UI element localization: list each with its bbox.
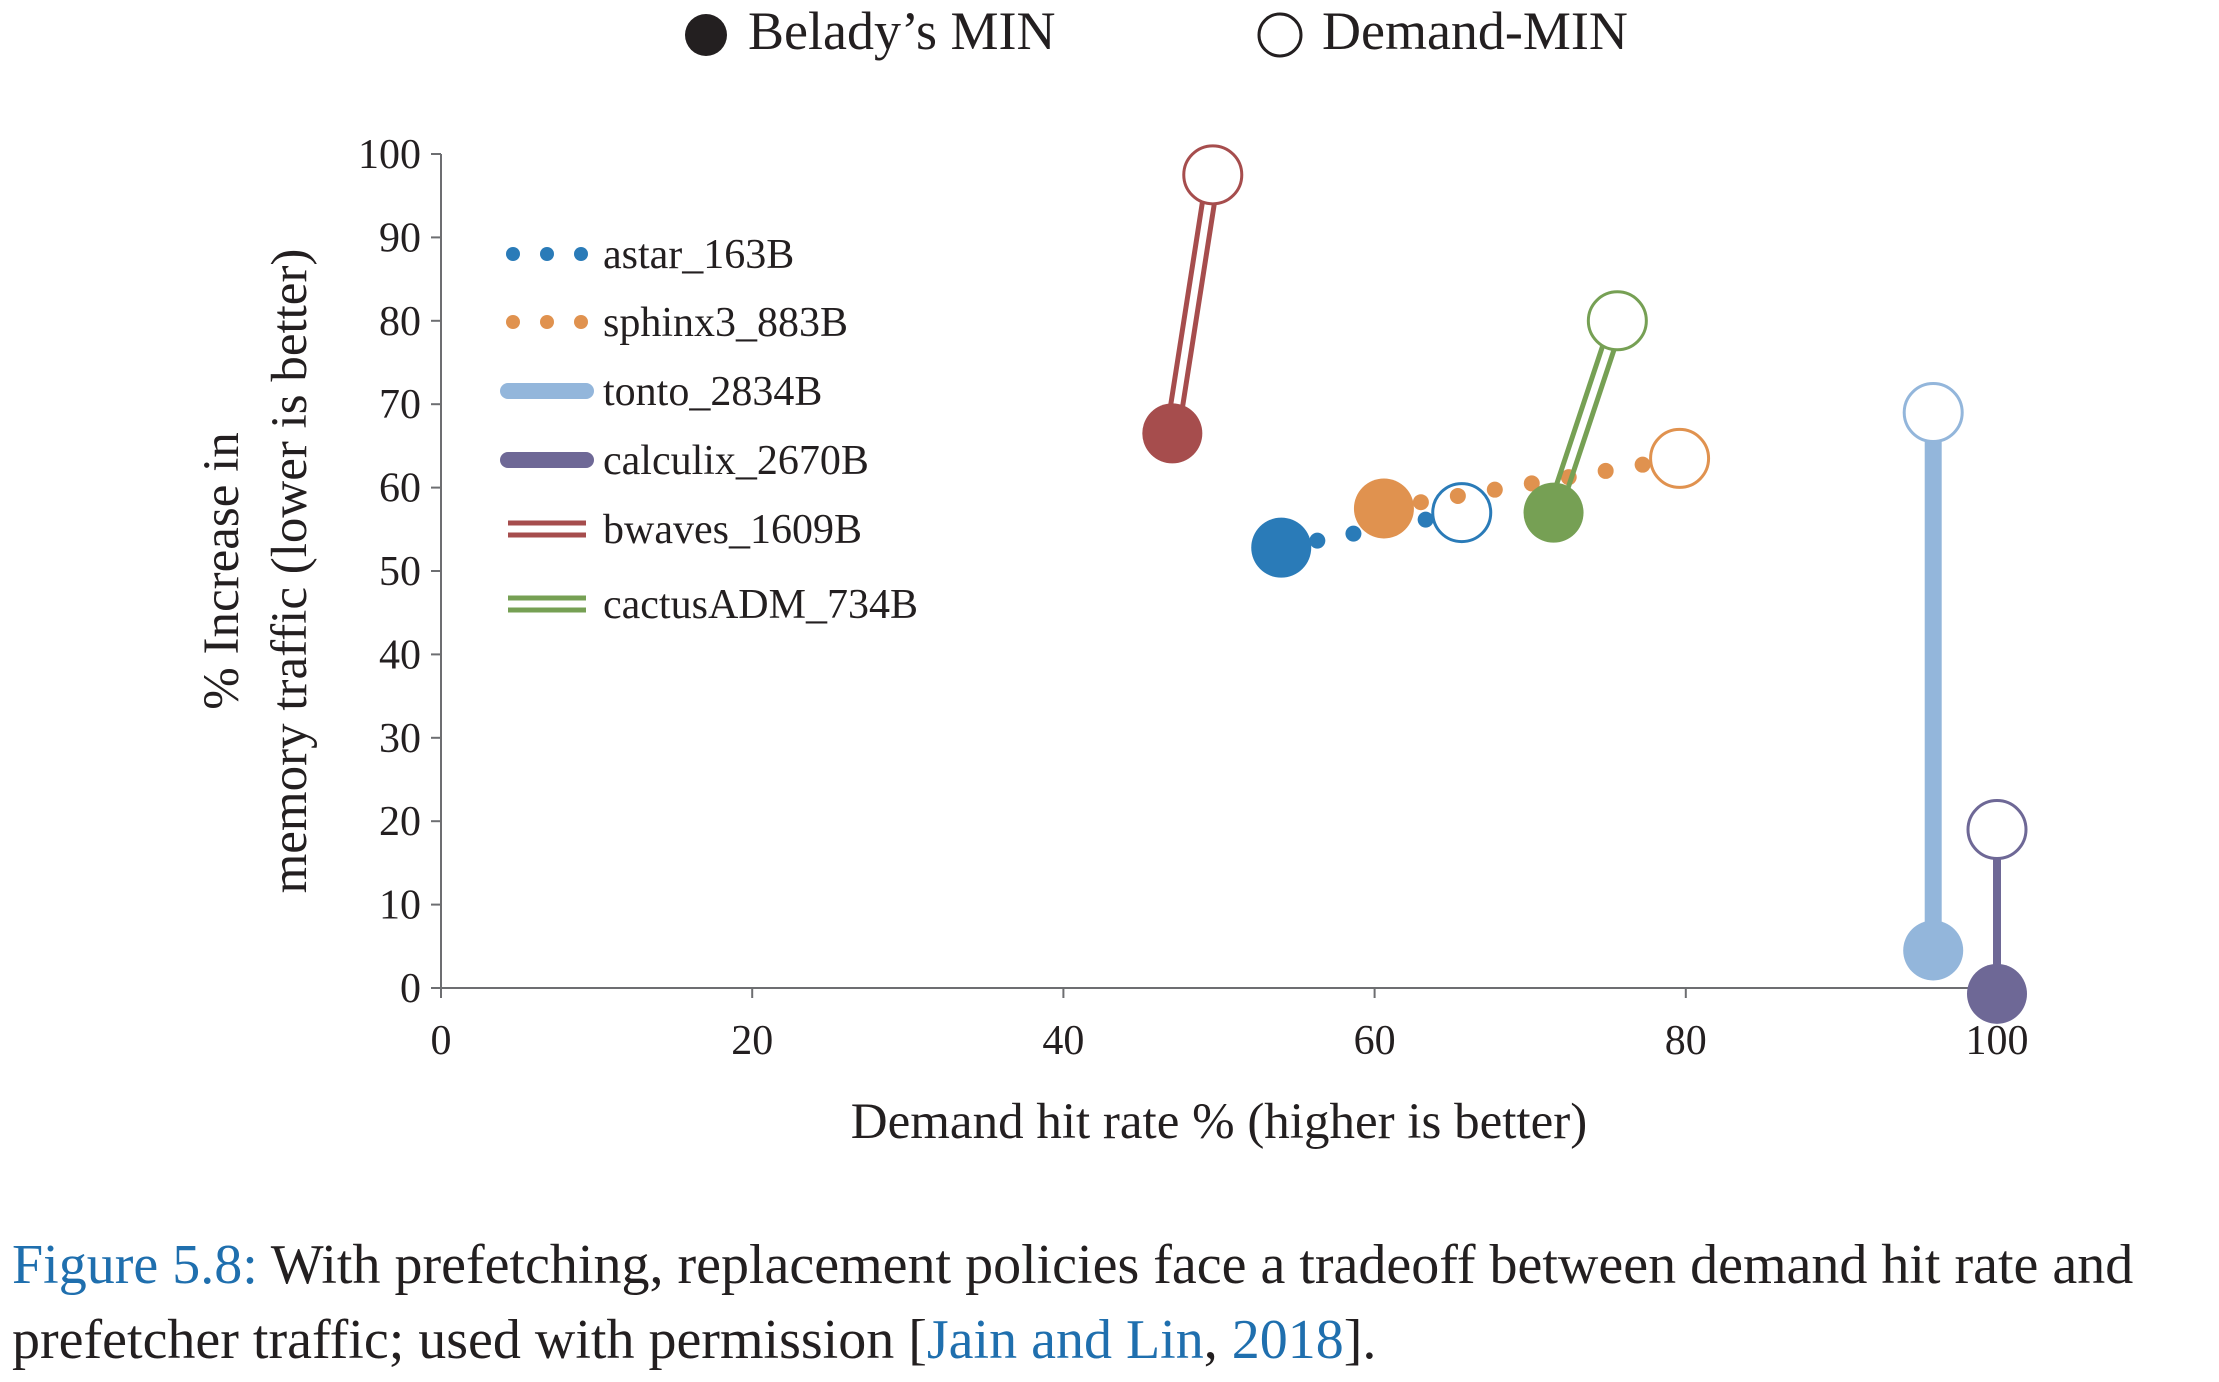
citation-year-link[interactable]: 2018 bbox=[1231, 1309, 1344, 1371]
connector-astar_163B-dot bbox=[1345, 525, 1362, 542]
series-cactusADM_734B bbox=[1523, 290, 1648, 543]
legend-swatch-dot bbox=[506, 247, 520, 261]
connector-astar_163B-dot bbox=[1309, 532, 1326, 549]
y-tick-label: 100 bbox=[358, 132, 421, 178]
demand-min-point-calculix_2670B bbox=[1966, 799, 2028, 861]
connector-cactusADM_734B-line-a bbox=[1556, 321, 1626, 516]
legend-swatch-dot bbox=[574, 247, 588, 261]
marker-legend-filled-circle bbox=[685, 14, 727, 56]
demand-min-point-bwaves_1609B bbox=[1182, 144, 1244, 206]
caption-citation-separator: , bbox=[1203, 1309, 1232, 1371]
x-tick-label: 40 bbox=[1042, 1018, 1084, 1064]
y-tick-label: 80 bbox=[379, 299, 421, 345]
legend-label-bwaves_1609B: bwaves_1609B bbox=[603, 507, 862, 553]
y-axis-label-line-2: memory traffic (lower is better) bbox=[262, 249, 318, 894]
citation-author-link[interactable]: Jain and Lin bbox=[926, 1309, 1204, 1371]
marker-legend-open-circle bbox=[1257, 12, 1303, 58]
connector-sphinx3_883B-dot bbox=[1597, 462, 1614, 479]
scatter-chart: Belady’s MIN Demand-MIN 0 20 40 60 80 100 Dem… bbox=[194, 1, 2029, 1150]
legend-swatch-dot bbox=[574, 315, 588, 329]
legend-swatch-dot bbox=[540, 247, 554, 261]
series-tonto_2834B bbox=[1902, 382, 1964, 981]
y-tick-label: 60 bbox=[379, 466, 421, 512]
y-tick-label: 70 bbox=[379, 382, 421, 428]
y-tick-label: 30 bbox=[379, 716, 421, 762]
caption-text-1: With prefetching, replacement policies f… bbox=[257, 1234, 2134, 1296]
demand-min-point-sphinx3_883B bbox=[1649, 427, 1711, 489]
connector-sphinx3_883B-dot bbox=[1449, 487, 1466, 504]
belady-min-point-tonto_2834B bbox=[1903, 920, 1964, 981]
x-tick-label: 80 bbox=[1665, 1018, 1707, 1064]
legend-label-cactusADM_734B: cactusADM_734B bbox=[603, 582, 918, 628]
x-tick-label: 60 bbox=[1354, 1018, 1396, 1064]
demand-min-point-cactusADM_734B bbox=[1586, 290, 1648, 352]
belady-min-point-bwaves_1609B bbox=[1142, 403, 1203, 464]
belady-min-point-cactusADM_734B bbox=[1523, 482, 1584, 543]
x-axis-label: Demand hit rate % (higher is better) bbox=[851, 1094, 1587, 1150]
y-tick-label: 20 bbox=[379, 799, 421, 845]
figure-caption: Figure 5.8: With prefetching, replacemen… bbox=[12, 1228, 2212, 1378]
legend-swatch-dot bbox=[540, 315, 554, 329]
legend-label-astar_163B: astar_163B bbox=[603, 232, 794, 278]
belady-min-point-sphinx3_883B bbox=[1353, 478, 1414, 539]
y-tick-label: 10 bbox=[379, 883, 421, 929]
marker-legend-label-belady: Belady’s MIN bbox=[748, 1, 1055, 61]
series-sphinx3_883B bbox=[1353, 427, 1711, 539]
connector-bwaves_1609B-line-b bbox=[1163, 173, 1210, 433]
data-marks bbox=[1142, 144, 2028, 1024]
connector-sphinx3_883B-dot bbox=[1412, 494, 1429, 511]
legend-swatch-dot bbox=[506, 315, 520, 329]
belady-min-point-calculix_2670B bbox=[1967, 963, 2027, 1024]
series-calculix_2670B bbox=[1966, 799, 2028, 1024]
demand-min-point-astar_163B bbox=[1431, 482, 1493, 544]
y-tick-label: 50 bbox=[379, 549, 421, 595]
connector-sphinx3_883B-dot bbox=[1634, 456, 1651, 473]
x-axis: 0 20 40 60 80 100 Demand hit rate % (higher i… bbox=[431, 987, 2029, 1150]
connector-astar_163B-dot bbox=[1417, 511, 1434, 528]
x-tick-label: 0 bbox=[431, 1018, 452, 1064]
connector-sphinx3_883B-dot bbox=[1486, 481, 1503, 498]
y-axis: 0 10 20 30 40 50 60 70 80 90 100 % Increase in mem… bbox=[194, 132, 442, 1012]
caption-text-2: prefetcher traffic; used with permission… bbox=[12, 1309, 927, 1371]
caption-text-3: ]. bbox=[1343, 1309, 1377, 1371]
x-tick-label: 20 bbox=[731, 1018, 773, 1064]
y-tick-label: 0 bbox=[400, 966, 421, 1012]
x-tick-label: 100 bbox=[1966, 1018, 2029, 1064]
legend-label-tonto_2834B: tonto_2834B bbox=[603, 369, 822, 415]
demand-min-point-tonto_2834B bbox=[1902, 382, 1964, 444]
series-bwaves_1609B bbox=[1142, 144, 1244, 464]
connector-cactusADM_734B-line-b bbox=[1545, 318, 1615, 512]
series-legend: astar_163B sphinx3_883B tonto_2834Bcalculi… bbox=[500, 232, 918, 628]
y-axis-label-line-1: % Increase in bbox=[194, 432, 250, 710]
y-tick-label: 90 bbox=[379, 215, 421, 261]
y-tick-label: 40 bbox=[379, 632, 421, 678]
caption-label: Figure 5.8: bbox=[12, 1234, 258, 1296]
legend-label-calculix_2670B: calculix_2670B bbox=[603, 438, 869, 484]
marker-legend: Belady’s MIN Demand-MIN bbox=[685, 1, 1628, 61]
marker-legend-label-demand-min: Demand-MIN bbox=[1322, 1, 1628, 61]
connector-bwaves_1609B-line-a bbox=[1175, 175, 1222, 435]
legend-label-sphinx3_883B: sphinx3_883B bbox=[603, 300, 848, 346]
belady-min-point-astar_163B bbox=[1251, 517, 1312, 578]
connector-sphinx3_883B-dot bbox=[1523, 475, 1540, 492]
